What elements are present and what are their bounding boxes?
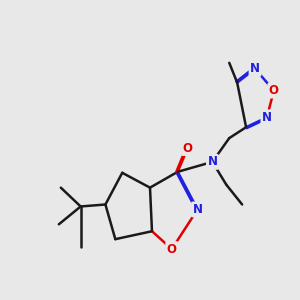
Text: N: N bbox=[193, 203, 202, 216]
Text: N: N bbox=[207, 155, 218, 168]
Text: O: O bbox=[269, 84, 279, 97]
Text: O: O bbox=[167, 243, 177, 256]
Text: O: O bbox=[183, 142, 193, 154]
Text: N: N bbox=[250, 62, 260, 75]
Text: N: N bbox=[262, 111, 272, 124]
